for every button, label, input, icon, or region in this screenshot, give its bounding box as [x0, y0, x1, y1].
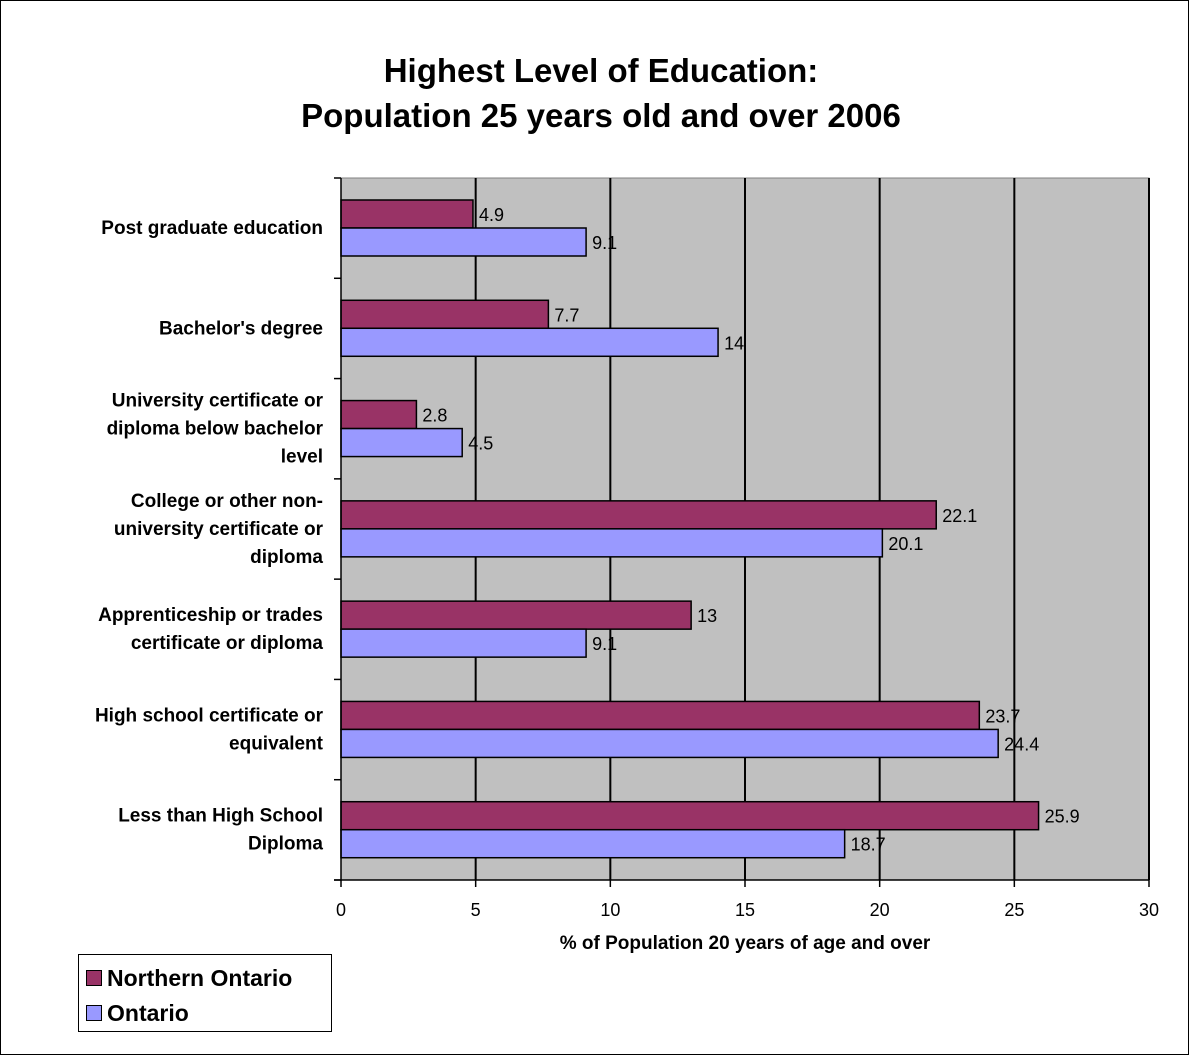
axes-group [334, 177, 1150, 887]
data-label-ontario-2: 4.5 [468, 434, 493, 454]
bar-ontario-3 [340, 528, 884, 558]
category-label-2-line-0: University certificate or [112, 391, 324, 412]
data-label-ontario-3: 20.1 [888, 534, 923, 554]
bar-ontario-2 [340, 427, 463, 458]
x-tick-label-0: 0 [336, 900, 346, 920]
x-axis-title: % of Population 20 years of age and over [560, 933, 931, 954]
category-label-1-line-0: Bachelor's degree [159, 318, 323, 339]
x-tick-label-20: 20 [870, 900, 890, 920]
legend-swatch-northern-ontario [86, 970, 102, 986]
legend-item-northern-ontario: Northern Ontario [86, 963, 292, 993]
category-label-6-line-1: Diploma [248, 834, 323, 855]
bar-ontario-4 [340, 628, 587, 658]
legend-swatch-ontario [86, 1005, 102, 1021]
data-label-ontario-5: 24.4 [1004, 734, 1039, 754]
data-labels: 4.9 9.1 7.7 14 2.8 4.5 22.1 20.1 13 9.1 23.7 24.4 25… [422, 205, 1079, 855]
category-label-3-line-0: College or other non- [131, 491, 323, 512]
bars-group [340, 199, 1040, 859]
category-label-0-line-0: Post graduate education [101, 218, 323, 239]
category-labels: Post graduate education Bachelor's degree… [95, 218, 324, 855]
bar-northern-ontario-3 [340, 500, 937, 530]
category-label-2-line-1: diploma below bachelor [107, 419, 324, 440]
data-label-ontario-4: 9.1 [592, 634, 617, 654]
bar-northern-ontario-1 [340, 299, 550, 330]
data-label-northern-ontario-3: 22.1 [942, 506, 977, 526]
category-label-5-line-1: equivalent [229, 733, 324, 754]
category-label-5-line-0: High school certificate or [95, 705, 324, 726]
x-tick-label-5: 5 [471, 900, 481, 920]
bar-northern-ontario-0 [340, 199, 474, 229]
category-label-2-line-2: level [281, 447, 323, 468]
legend: Northern Ontario Ontario [78, 954, 332, 1032]
bar-ontario-1 [340, 327, 719, 358]
bar-ontario-5 [340, 728, 999, 759]
data-label-northern-ontario-0: 4.9 [479, 205, 504, 225]
bar-northern-ontario-4 [340, 600, 692, 630]
x-tick-label-15: 15 [735, 900, 755, 920]
category-label-6-line-0: Less than High School [118, 806, 323, 827]
category-label-3-line-1: university certificate or [114, 519, 324, 540]
legend-label-ontario: Ontario [107, 999, 189, 1026]
bar-ontario-6 [340, 828, 846, 859]
data-label-northern-ontario-4: 13 [697, 606, 717, 626]
x-tick-labels: 0 5 10 15 20 25 30 [336, 900, 1159, 920]
category-label-4-line-0: Apprenticeship or trades [98, 605, 323, 626]
data-label-northern-ontario-1: 7.7 [554, 305, 579, 325]
x-tick-label-10: 10 [600, 900, 620, 920]
x-tick-label-30: 30 [1139, 900, 1159, 920]
data-label-northern-ontario-6: 25.9 [1045, 807, 1080, 827]
data-label-ontario-0: 9.1 [592, 233, 617, 253]
data-label-ontario-1: 14 [724, 333, 744, 353]
bar-northern-ontario-5 [340, 700, 981, 731]
legend-label-northern-ontario: Northern Ontario [107, 964, 293, 991]
bar-northern-ontario-6 [340, 800, 1040, 831]
data-label-northern-ontario-2: 2.8 [422, 406, 447, 426]
x-tick-label-25: 25 [1004, 900, 1024, 920]
bar-northern-ontario-2 [340, 399, 418, 430]
category-label-4-line-1: certificate or diploma [131, 633, 324, 654]
gridlines [474, 178, 1150, 880]
data-label-ontario-6: 18.7 [851, 835, 886, 855]
category-label-3-line-2: diploma [250, 547, 323, 568]
legend-item-ontario: Ontario [86, 998, 189, 1028]
chart-title-line-2: Population 25 years old and over 2006 [301, 97, 901, 134]
chart-title-line-1: Highest Level of Education: [384, 52, 819, 89]
data-label-northern-ontario-5: 23.7 [985, 706, 1020, 726]
bar-ontario-0 [340, 227, 587, 257]
